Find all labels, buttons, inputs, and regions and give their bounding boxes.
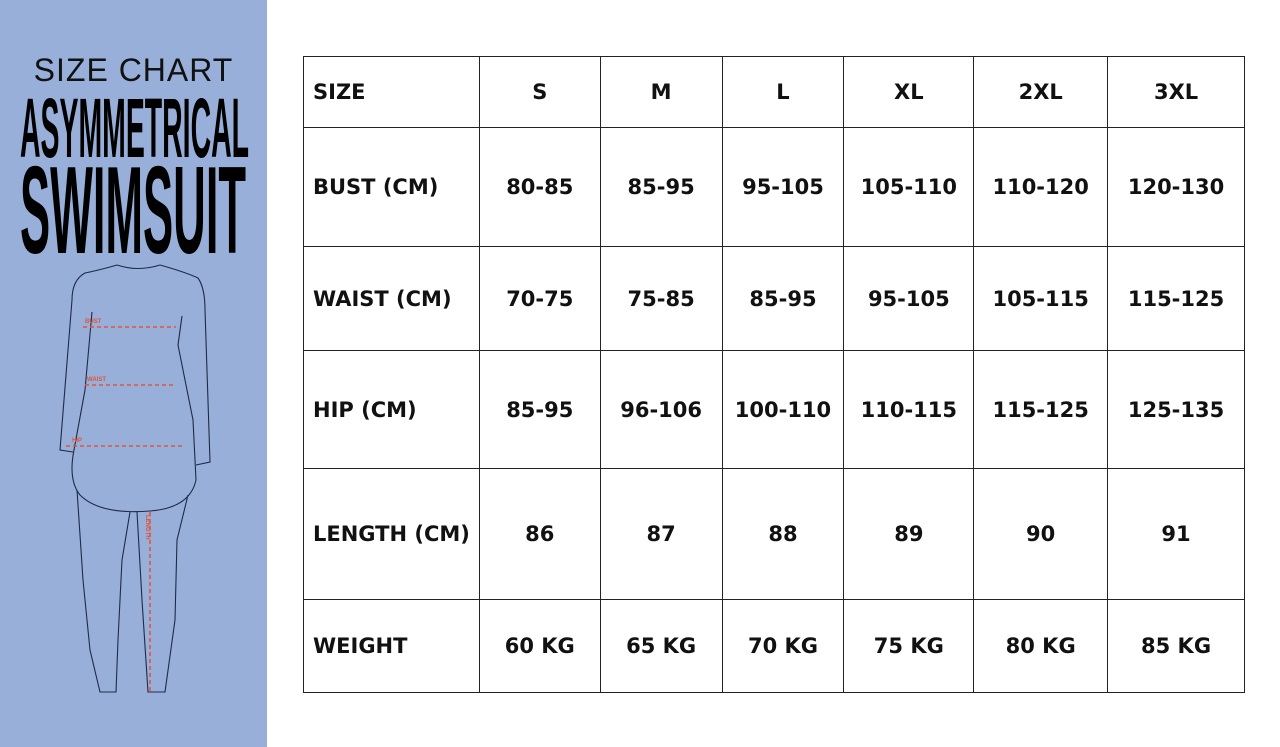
title-line-2: SWIMSUIT bbox=[20, 142, 246, 260]
table-row: WEIGHT 60 KG 65 KG 70 KG 75 KG 80 KG 85 … bbox=[303, 599, 1245, 693]
table-cell: 105-115 bbox=[973, 246, 1109, 351]
row-label: WEIGHT bbox=[303, 599, 480, 693]
table-cell: 88 bbox=[721, 468, 845, 600]
table-cell: 115-125 bbox=[1107, 246, 1245, 351]
left-panel: SIZE CHART ASYMMETRICAL SWIMSUIT BUST WA… bbox=[0, 0, 267, 747]
bust-label: BUST bbox=[85, 319, 102, 325]
size-chart-table: SIZE S M L XL 2XL 3XL BUST (CM) 80-85 85… bbox=[303, 56, 1245, 693]
table-cell: 89 bbox=[843, 468, 975, 600]
table-cell: 90 bbox=[973, 468, 1109, 600]
table-cell: 120-130 bbox=[1107, 127, 1245, 247]
header-cell: SIZE bbox=[303, 56, 480, 128]
table-row: LENGTH (CM) 86 87 88 89 90 91 bbox=[303, 468, 1245, 600]
table-cell: 86 bbox=[478, 468, 601, 600]
table-cell: 96-106 bbox=[599, 350, 723, 469]
table-cell: 115-125 bbox=[973, 350, 1109, 469]
subtitle: SIZE CHART bbox=[33, 52, 234, 88]
row-label: BUST (CM) bbox=[303, 127, 480, 247]
header-cell: S bbox=[478, 56, 601, 128]
table-row: WAIST (CM) 70-75 75-85 85-95 95-105 105-… bbox=[303, 246, 1245, 351]
table-cell: 105-110 bbox=[843, 127, 975, 247]
waist-label: WAIST bbox=[87, 377, 106, 383]
table-cell: 95-105 bbox=[721, 127, 845, 247]
table-cell: 80-85 bbox=[478, 127, 601, 247]
row-label: LENGTH (CM) bbox=[303, 468, 480, 600]
table-cell: 91 bbox=[1107, 468, 1245, 600]
table-cell: 70 KG bbox=[721, 599, 845, 693]
table-row: HIP (CM) 85-95 96-106 100-110 110-115 11… bbox=[303, 350, 1245, 469]
table-cell: 75 KG bbox=[843, 599, 975, 693]
table-cell: 95-105 bbox=[843, 246, 975, 351]
table-cell: 65 KG bbox=[599, 599, 723, 693]
table-cell: 87 bbox=[599, 468, 723, 600]
header-cell: XL bbox=[843, 56, 975, 128]
table-cell: 85-95 bbox=[478, 350, 601, 469]
body-outline bbox=[59, 264, 211, 693]
table-cell: 110-115 bbox=[843, 350, 975, 469]
length-label: LENGTH bbox=[144, 515, 150, 540]
table-header-row: SIZE S M L XL 2XL 3XL bbox=[303, 56, 1245, 128]
table-row: BUST (CM) 80-85 85-95 95-105 105-110 110… bbox=[303, 127, 1245, 247]
hip-label: HIP bbox=[72, 438, 82, 444]
body-figure-illustration: BUST WAIST HIP LENGTH bbox=[59, 264, 211, 693]
header-cell: L bbox=[721, 56, 845, 128]
table-cell: 70-75 bbox=[478, 246, 601, 351]
row-label: HIP (CM) bbox=[303, 350, 480, 469]
table-cell: 110-120 bbox=[973, 127, 1109, 247]
table-cell: 60 KG bbox=[478, 599, 601, 693]
product-title: ASYMMETRICAL SWIMSUIT bbox=[20, 95, 249, 260]
title-line-1: ASYMMETRICAL bbox=[20, 95, 249, 175]
measure-lines bbox=[66, 326, 184, 693]
header-cell: M bbox=[599, 56, 723, 128]
table-cell: 85-95 bbox=[599, 127, 723, 247]
header-cell: 3XL bbox=[1107, 56, 1245, 128]
table-cell: 85 KG bbox=[1107, 599, 1245, 693]
header-cell: 2XL bbox=[973, 56, 1109, 128]
table-cell: 80 KG bbox=[973, 599, 1109, 693]
table-cell: 75-85 bbox=[599, 246, 723, 351]
table-cell: 125-135 bbox=[1107, 350, 1245, 469]
row-label: WAIST (CM) bbox=[303, 246, 480, 351]
table-cell: 100-110 bbox=[721, 350, 845, 469]
table-cell: 85-95 bbox=[721, 246, 845, 351]
